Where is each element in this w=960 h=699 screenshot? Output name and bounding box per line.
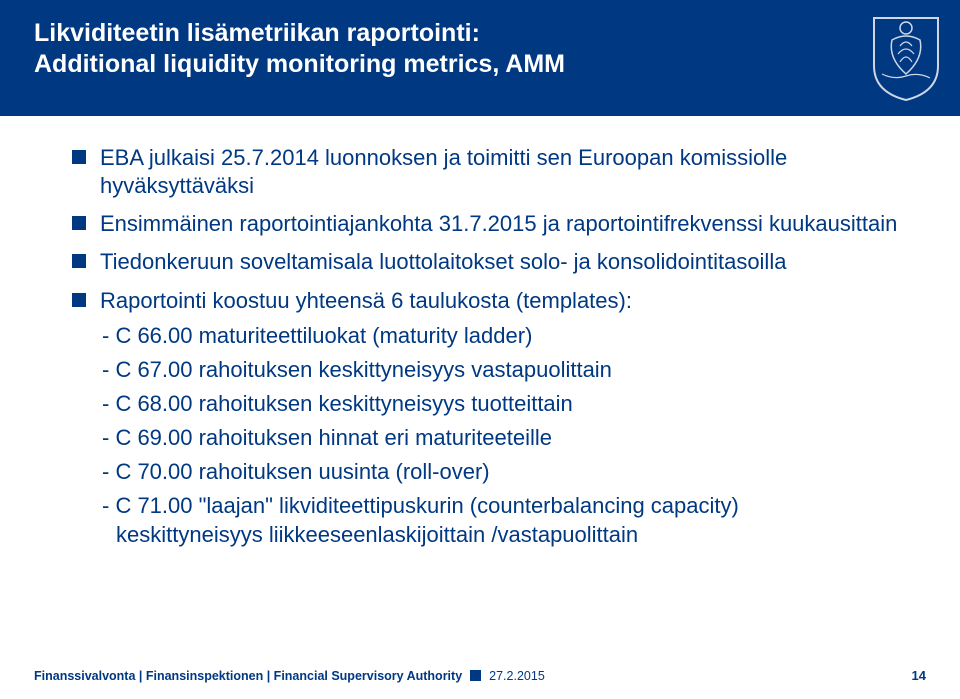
slide-header: Likviditeetin lisämetriikan raportointi:… <box>0 0 960 116</box>
sub-bullet: - C 69.00 rahoituksen hinnat eri maturit… <box>102 423 920 452</box>
bullet-item: EBA julkaisi 25.7.2014 luonnoksen ja toi… <box>72 144 920 200</box>
title-line-1: Likviditeetin lisämetriikan raportointi: <box>34 19 480 47</box>
bullet-item: Tiedonkeruun soveltamisala luottolaitoks… <box>72 248 920 276</box>
bullet-item: Ensimmäinen raportointiajankohta 31.7.20… <box>72 210 920 238</box>
slide-title: Likviditeetin lisämetriikan raportointi:… <box>34 18 855 79</box>
title-line-2: Additional liquidity monitoring metrics,… <box>34 50 565 78</box>
bullet-text: Tiedonkeruun soveltamisala luottolaitoks… <box>100 248 786 276</box>
footer-org: Finanssivalvonta | Finansinspektionen | … <box>34 669 462 683</box>
sub-bullet: - C 68.00 rahoituksen keskittyneisyys tu… <box>102 389 920 418</box>
bullet-marker-icon <box>72 150 86 164</box>
footer-date: 27.2.2015 <box>489 669 545 683</box>
sub-bullet: - C 71.00 "laajan" likviditeettipuskurin… <box>102 491 920 520</box>
crest-icon <box>870 14 942 102</box>
bullet-text: EBA julkaisi 25.7.2014 luonnoksen ja toi… <box>100 144 920 200</box>
sub-bullet: - C 70.00 rahoituksen uusinta (roll-over… <box>102 457 920 486</box>
slide-body: EBA julkaisi 25.7.2014 luonnoksen ja toi… <box>0 116 960 549</box>
slide-footer: Finanssivalvonta | Finansinspektionen | … <box>34 668 926 683</box>
slide: Likviditeetin lisämetriikan raportointi:… <box>0 0 960 699</box>
bullet-text: Raportointi koostuu yhteensä 6 taulukost… <box>100 287 632 315</box>
sub-bullet: - C 66.00 maturiteettiluokat (maturity l… <box>102 321 920 350</box>
sub-bullet: - C 67.00 rahoituksen keskittyneisyys va… <box>102 355 920 384</box>
bullet-item: Raportointi koostuu yhteensä 6 taulukost… <box>72 287 920 315</box>
bullet-text: Ensimmäinen raportointiajankohta 31.7.20… <box>100 210 897 238</box>
bullet-marker-icon <box>72 216 86 230</box>
sub-bullet-continuation: keskittyneisyys liikkeeseenlaskijoittain… <box>116 520 920 549</box>
footer-separator-icon <box>470 670 481 681</box>
bullet-marker-icon <box>72 293 86 307</box>
footer-page-number: 14 <box>912 668 926 683</box>
bullet-marker-icon <box>72 254 86 268</box>
